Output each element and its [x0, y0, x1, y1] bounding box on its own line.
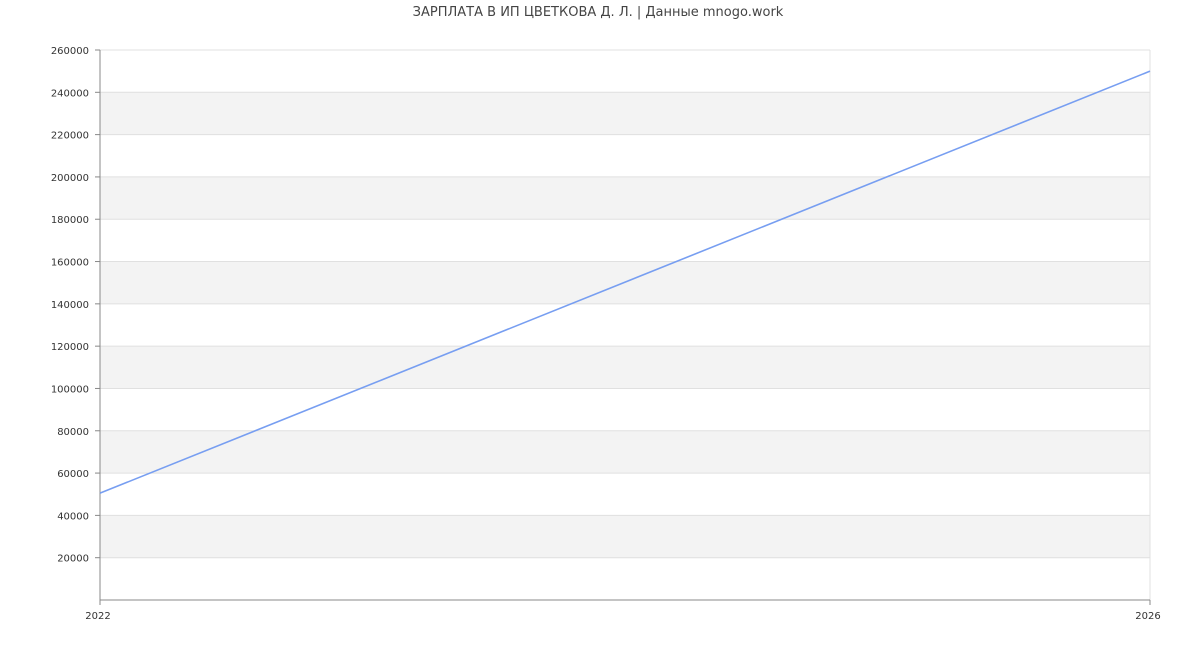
y-tick-label: 240000 [51, 88, 89, 99]
grid-band [100, 92, 1150, 135]
chart-title: ЗАРПЛАТА В ИП ЦВЕТКОВА Д. Л. | Данные mn… [413, 5, 784, 20]
y-tick-label: 220000 [51, 131, 89, 142]
y-tick-label: 40000 [57, 511, 89, 522]
y-tick-label: 100000 [51, 384, 89, 395]
grid-band [100, 346, 1150, 389]
y-tick-label: 180000 [51, 215, 89, 226]
y-tick-label: 60000 [57, 469, 89, 480]
grid-band [100, 176, 1150, 220]
series-line [99, 70, 1151, 494]
grid-band [100, 430, 1150, 474]
x-tick-label: 2026 [1135, 611, 1160, 622]
y-tick-label: 80000 [57, 427, 89, 438]
x-tick-label: 2022 [85, 611, 110, 622]
y-tick-label: 140000 [51, 300, 89, 311]
y-tick-label: 20000 [57, 554, 89, 565]
y-tick-label: 260000 [51, 46, 89, 57]
y-tick-label: 120000 [51, 342, 89, 353]
y-tick-label: 200000 [51, 173, 89, 184]
grid-band [100, 515, 1150, 558]
y-tick-label: 160000 [51, 258, 89, 269]
